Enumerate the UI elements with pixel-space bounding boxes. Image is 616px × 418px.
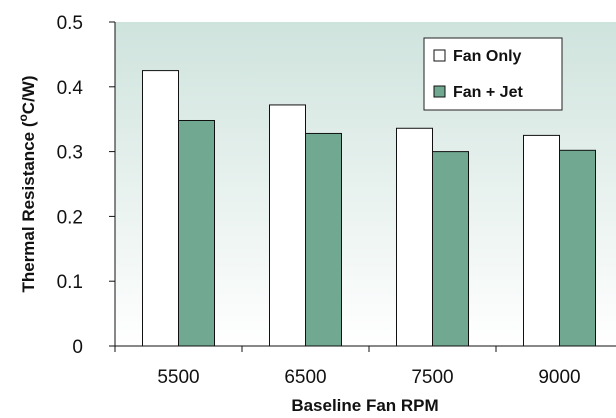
y-tick-label: 0 — [72, 337, 83, 358]
y-tick-label: 0.4 — [57, 78, 84, 99]
bars — [142, 70, 596, 347]
legend-label-fan-jet: Fan + Jet — [453, 84, 523, 101]
legend-swatch-fan-jet — [433, 85, 446, 98]
bar-fan-only-5500 — [142, 70, 179, 347]
bar-fan-only-7500 — [396, 127, 433, 347]
y-ticks: 0 0.1 0.2 0.3 0.4 0.5 — [57, 13, 115, 358]
x-axis-title: Baseline Fan RPM — [291, 396, 438, 415]
y-tick-label: 0.2 — [57, 207, 83, 228]
y-axis-title: Thermal Resistance (oC/W) — [16, 75, 38, 292]
bar-fan-only-9000 — [523, 134, 560, 347]
bar-fan-jet-7500 — [432, 151, 469, 347]
x-tick-label: 9000 — [538, 367, 580, 388]
bar-fan-only-6500 — [269, 104, 306, 347]
legend-swatch-fan-only — [433, 49, 446, 62]
y-tick-label: 0.3 — [57, 143, 83, 164]
legend-box — [423, 37, 563, 111]
bar-fan-jet-6500 — [305, 132, 342, 347]
x-tick-label: 7500 — [411, 367, 453, 388]
x-ticks: 5500 6500 7500 9000 — [114, 346, 581, 388]
y-axis-title-superscript: o — [16, 114, 30, 121]
bar-fan-jet-5500 — [178, 119, 215, 347]
x-tick-label: 5500 — [157, 367, 199, 388]
legend-label-fan-only: Fan Only — [453, 48, 522, 65]
y-tick-label: 0.5 — [57, 13, 83, 34]
bar-fan-jet-9000 — [559, 149, 596, 347]
legend: Fan Only Fan + Jet — [423, 37, 563, 111]
x-tick-label: 6500 — [284, 367, 326, 388]
y-tick-label: 0.1 — [57, 272, 83, 293]
